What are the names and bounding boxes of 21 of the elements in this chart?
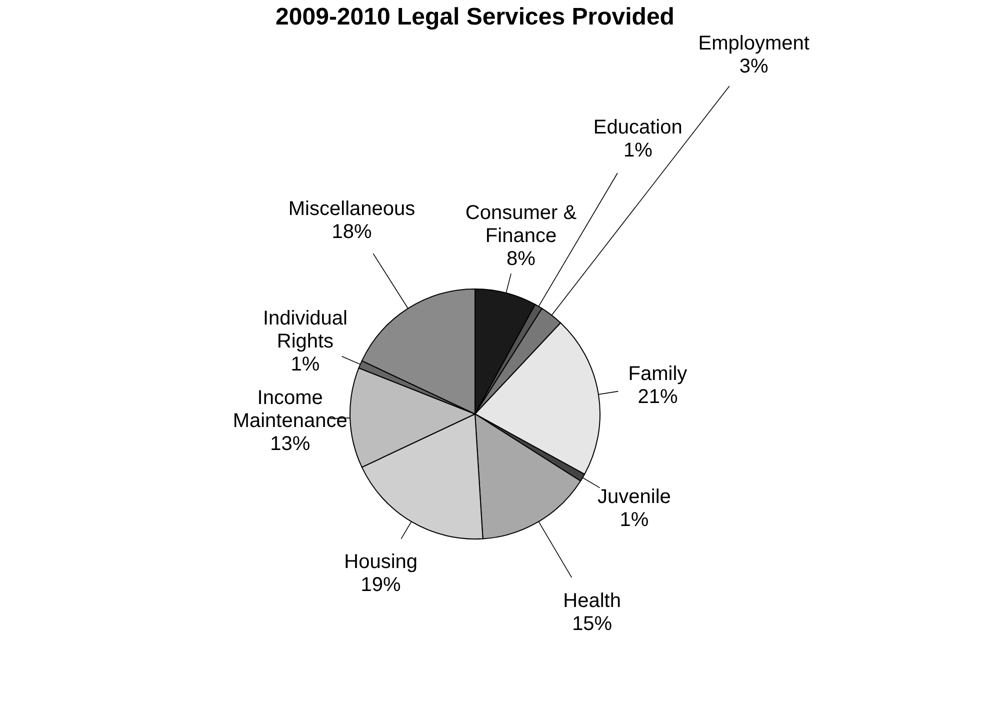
data-label: 18% (332, 220, 372, 243)
slice-label: Individual Rights (262, 308, 348, 353)
slice-label: Income Maintenance (232, 386, 348, 432)
slice-label: Juvenile (598, 486, 671, 508)
data-label: 21% (638, 386, 678, 408)
data-label: 1% (290, 354, 320, 376)
data-label: 19% (360, 574, 402, 596)
slice-label: Education (593, 116, 682, 139)
slice-label: Health (563, 590, 621, 612)
data-label: 13% (270, 432, 310, 455)
data-label: 3% (739, 55, 769, 78)
chart-title: 2009-2010 Legal Services Provided (276, 3, 674, 30)
slice-label: Housing (344, 551, 418, 574)
data-label: 1% (623, 140, 653, 162)
data-label: 8% (506, 248, 536, 270)
slice-label: Family (628, 363, 688, 386)
data-label: 15% (572, 612, 612, 635)
slice-label: Employment (698, 32, 810, 54)
slice-label: Consumer & Finance (465, 202, 578, 247)
data-label: 1% (620, 509, 649, 532)
slice-label: Miscellaneous (288, 198, 416, 220)
